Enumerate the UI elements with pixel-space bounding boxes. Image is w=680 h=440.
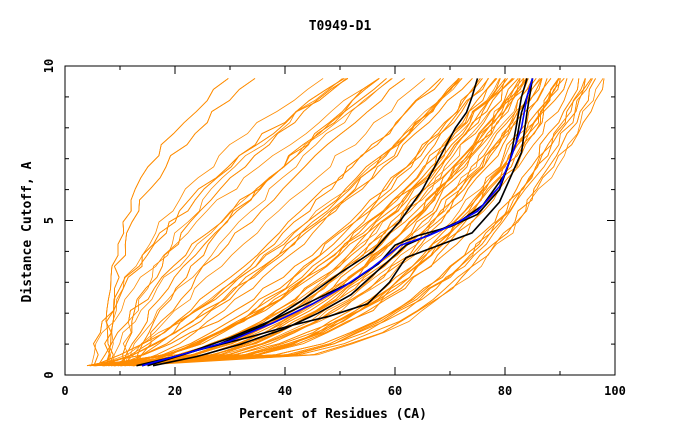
model-curve (121, 78, 565, 367)
model-curve (94, 78, 593, 367)
highlight-curve (147, 78, 534, 367)
chart-title: T0949-D1 (309, 19, 372, 34)
plot-frame (64, 65, 616, 376)
reference-curve-line (141, 78, 534, 367)
model-curve (133, 78, 500, 367)
model-curve (122, 78, 380, 366)
model-curve (94, 78, 528, 367)
model-curve (106, 78, 256, 366)
model-curve (134, 78, 501, 367)
model-curve (104, 78, 229, 366)
model-curve (108, 78, 324, 366)
model-curve (120, 78, 537, 367)
y-tick-label: 10 (42, 59, 56, 73)
model-curve (114, 78, 444, 367)
model-curve (111, 78, 580, 367)
model-curve (124, 78, 529, 367)
highlight-curve (136, 78, 479, 367)
model-curve (114, 78, 586, 367)
model-curve (135, 78, 380, 366)
model-curve (96, 78, 473, 367)
model-curve (119, 78, 541, 367)
axis-ticks: 0 20 40 60 80 100 0 5 10 (42, 59, 626, 398)
x-tick-label: 100 (604, 384, 626, 398)
model-curve (105, 78, 345, 366)
model-curve (86, 78, 489, 367)
model-curve (109, 78, 498, 367)
model-curve (90, 78, 524, 367)
model-curve (124, 78, 506, 367)
model-curve (97, 78, 387, 366)
model-curve (102, 78, 506, 367)
model-curve (122, 78, 349, 366)
model-curve (122, 78, 426, 366)
model-curve (103, 78, 559, 367)
model-curve (97, 78, 387, 366)
model-curve (135, 78, 405, 366)
model-curve (118, 78, 481, 367)
model-curve (122, 78, 343, 366)
model-curve (117, 78, 568, 367)
model-curve (112, 78, 393, 366)
model-curve (132, 78, 519, 367)
model-curve (89, 78, 560, 367)
model-curve (106, 78, 256, 366)
model-curves (86, 78, 605, 367)
model-curve (97, 78, 387, 366)
model-curve (111, 78, 489, 367)
model-curve (104, 78, 605, 367)
model-curve (106, 78, 256, 366)
model-curve (136, 78, 559, 367)
x-tick-label: 80 (498, 384, 512, 398)
x-tick-label: 40 (278, 384, 292, 398)
x-tick-label: 60 (388, 384, 402, 398)
model-curve (93, 78, 463, 367)
model-curve (125, 78, 392, 366)
model-curve (132, 78, 533, 367)
highlight-curve (152, 78, 534, 367)
model-curve (114, 78, 508, 367)
model-curve (114, 78, 508, 367)
model-curve (125, 78, 596, 367)
model-curve (126, 78, 461, 367)
model-curve (91, 78, 380, 366)
x-tick-label: 20 (168, 384, 182, 398)
y-axis-label: Distance Cutoff, A (20, 161, 35, 302)
y-tick-label: 0 (42, 371, 56, 378)
model-curve (93, 78, 592, 367)
model-curve (116, 78, 459, 367)
x-axis-label: Percent of Residues (CA) (239, 407, 427, 422)
highlight-curve (141, 78, 528, 367)
x-tick-label: 0 (61, 384, 68, 398)
model-curve (120, 78, 527, 367)
reference-curve (141, 78, 534, 367)
highlight-curves (136, 78, 534, 367)
y-tick-label: 5 (42, 217, 56, 224)
model-curve (132, 78, 604, 367)
model-curve (114, 78, 508, 367)
model-curve (114, 78, 586, 367)
